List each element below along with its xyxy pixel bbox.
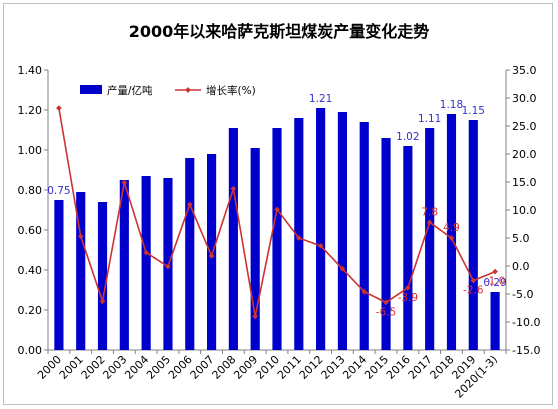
bar: [490, 292, 500, 350]
left-tick-label: 1.00: [18, 144, 43, 157]
bar: [337, 112, 348, 350]
right-tick-label: 30.0: [512, 92, 537, 105]
legend-line-label: 增长率(%): [206, 84, 256, 97]
x-tick-label: 2016: [384, 353, 413, 382]
bar: [272, 128, 282, 350]
growth-point: [208, 253, 215, 259]
growth-point: [405, 285, 411, 291]
line-data-label: -2.6: [463, 285, 484, 297]
growth-point: [274, 206, 280, 213]
left-tick-label: 0.80: [18, 184, 43, 197]
x-tick-label: 2017: [406, 353, 435, 382]
bar: [76, 192, 86, 350]
x-tick-label: 2004: [122, 353, 151, 382]
growth-point: [99, 298, 106, 305]
x-tick-label: 2005: [144, 353, 173, 382]
bar: [359, 122, 369, 350]
left-tick-label: 1.20: [18, 104, 43, 117]
right-tick-label: 20.0: [512, 148, 537, 161]
right-tick-label: -10.0: [512, 316, 540, 329]
growth-point: [56, 105, 62, 111]
bar-data-label: 1.15: [462, 105, 485, 117]
bar: [206, 154, 217, 350]
bar: [468, 120, 478, 350]
legend-line-marker: [185, 87, 191, 93]
bar-data-label: 1.11: [418, 113, 441, 125]
growth-point: [165, 263, 171, 270]
bar: [446, 114, 457, 350]
bar: [185, 158, 195, 350]
bar: [228, 128, 238, 350]
right-tick-label: -5.0: [512, 288, 533, 301]
bar: [294, 118, 304, 350]
line-data-label: -3.9: [398, 292, 419, 304]
growth-point: [230, 185, 237, 192]
bar: [403, 146, 413, 350]
right-tick-label: 25.0: [512, 120, 537, 133]
x-tick-label: 2006: [166, 353, 195, 382]
x-tick-label: 2009: [231, 353, 260, 382]
growth-point: [383, 299, 389, 306]
bar-data-label: 0.75: [47, 185, 70, 197]
bar-data-label: 1.18: [440, 99, 463, 111]
bar: [97, 202, 108, 350]
left-tick-label: 0.60: [18, 224, 43, 237]
growth-point: [492, 268, 498, 275]
right-tick-label: -15.0: [512, 344, 540, 357]
x-tick-label: 2001: [57, 353, 86, 382]
bar: [141, 176, 151, 350]
legend-bar-label: 产量/亿吨: [107, 84, 153, 97]
growth-point: [295, 235, 302, 241]
growth-point: [339, 265, 346, 272]
bar-data-label: 0.29: [483, 277, 506, 289]
growth-point: [77, 233, 84, 240]
growth-point: [470, 277, 477, 284]
left-tick-label: 0.20: [18, 304, 43, 317]
right-tick-label: 5.0: [512, 232, 530, 245]
growth-point: [252, 313, 259, 320]
x-tick-label: 2011: [275, 353, 304, 382]
x-tick-label: 2002: [79, 353, 108, 382]
bar: [250, 148, 260, 350]
left-tick-label: 1.40: [18, 64, 43, 77]
growth-point: [426, 219, 433, 226]
x-tick-label: 2012: [297, 353, 326, 382]
left-tick-label: 0.40: [18, 264, 43, 277]
chart-title: 2000年以来哈萨克斯坦煤炭产量变化走势: [128, 22, 430, 41]
bar: [316, 108, 326, 350]
line-data-label: 7.8: [421, 206, 438, 218]
left-tick-label: 0.00: [18, 344, 43, 357]
growth-point: [448, 235, 455, 241]
growth-point: [186, 201, 193, 208]
growth-point: [317, 243, 324, 249]
line-data-label: 4.9: [443, 222, 460, 234]
bar: [54, 200, 64, 350]
right-tick-label: 0.0: [512, 260, 530, 273]
growth-point: [143, 249, 149, 256]
x-tick-label: 2014: [340, 353, 369, 382]
legend-bar-swatch: [80, 85, 102, 94]
line-data-label: -1.0: [485, 276, 506, 288]
line-data-label: -6.5: [376, 306, 397, 318]
x-tick-label: 2018: [428, 353, 457, 382]
x-tick-label: 2007: [188, 353, 217, 382]
right-tick-label: 15.0: [512, 176, 537, 189]
x-tick-label: 2003: [100, 353, 129, 382]
x-tick-label: 2000: [35, 353, 64, 382]
bar-data-label: 1.21: [309, 93, 332, 105]
bar: [425, 128, 435, 350]
growth-point: [121, 179, 128, 186]
bar: [119, 180, 129, 350]
x-tick-label: 2015: [362, 353, 391, 382]
bar: [381, 138, 391, 350]
right-tick-label: 35.0: [512, 64, 537, 77]
x-tick-label: 2008: [210, 353, 239, 382]
x-tick-label: 2013: [319, 353, 348, 382]
growth-point: [361, 288, 368, 295]
bar-data-label: 1.02: [396, 131, 419, 143]
x-tick-label: 2010: [253, 353, 282, 382]
right-tick-label: 10.0: [512, 204, 537, 217]
